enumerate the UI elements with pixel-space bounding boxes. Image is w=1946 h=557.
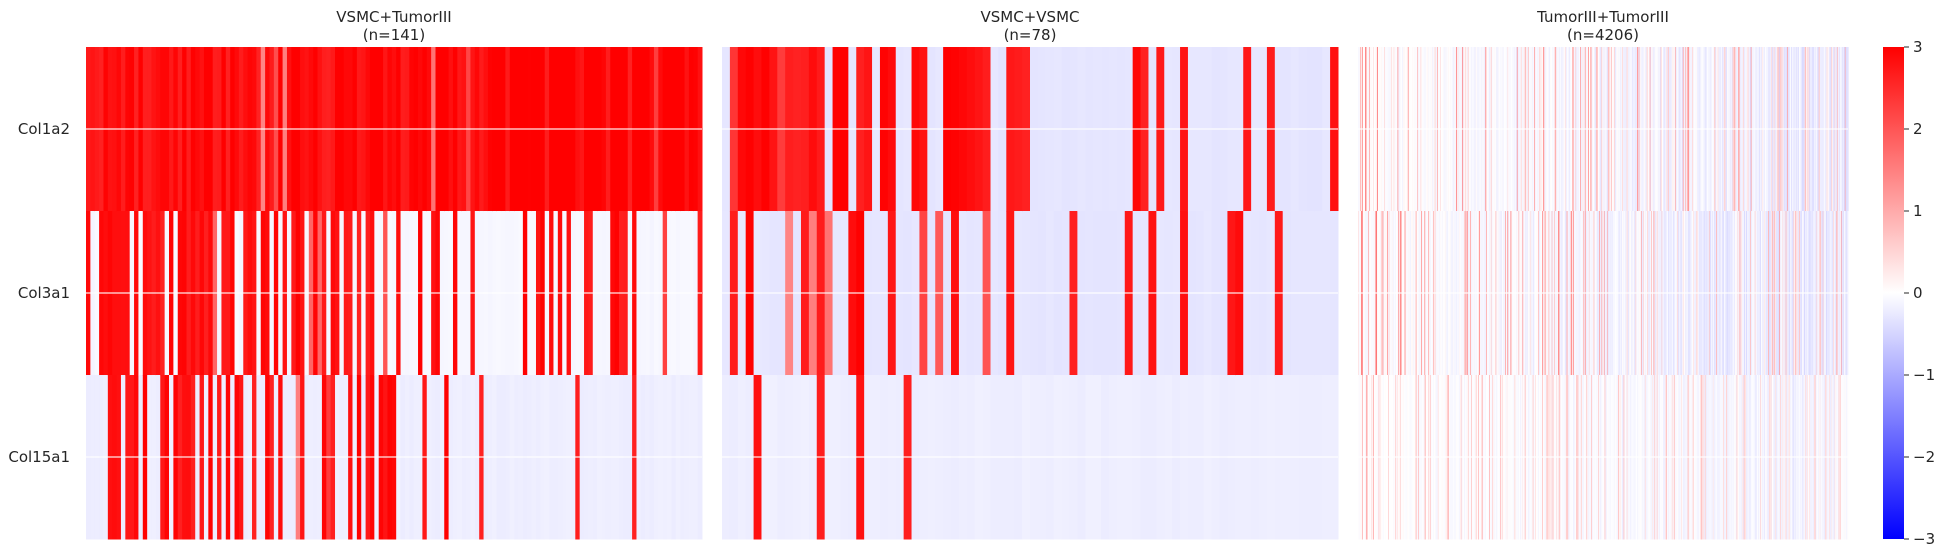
row-labels: Col1a2 Col3a1 Col15a1 — [8, 120, 70, 466]
panel-subtitle: (n=4206) — [1567, 26, 1639, 44]
panel-subtitle: (n=141) — [363, 26, 425, 44]
colorbar-scale — [1883, 47, 1904, 539]
heatmap-panels: VSMC+TumorIII(n=141)VSMC+VSMC(n=78)Tumor… — [86, 8, 1849, 540]
colorbar-tick-label: −1 — [1913, 366, 1935, 384]
panel-title: VSMC+TumorIII — [336, 8, 451, 26]
row-label: Col15a1 — [8, 448, 70, 466]
colorbar-tick-label: 2 — [1913, 120, 1923, 138]
heatmap-panel-3: TumorIII+TumorIII(n=4206) — [1358, 8, 1849, 540]
row-label: Col3a1 — [18, 284, 70, 302]
row-label: Col1a2 — [18, 120, 70, 138]
panel-title: TumorIII+TumorIII — [1536, 8, 1669, 26]
colorbar: 3 2 1 0 −1 −2 −3 — [1883, 38, 1935, 548]
colorbar-tick-label: 1 — [1913, 202, 1923, 220]
panel-title: VSMC+VSMC — [981, 8, 1080, 26]
heatmap-panel-2: VSMC+VSMC(n=78) — [722, 8, 1339, 540]
panel-subtitle: (n=78) — [1004, 26, 1057, 44]
heatmap-panel-1: VSMC+TumorIII(n=141) — [86, 8, 703, 540]
colorbar-tick-label: 0 — [1913, 284, 1923, 302]
colorbar-tick-label: 3 — [1913, 38, 1923, 56]
colorbar-tick-label: −3 — [1913, 530, 1935, 548]
colorbar-tick-label: −2 — [1913, 448, 1935, 466]
